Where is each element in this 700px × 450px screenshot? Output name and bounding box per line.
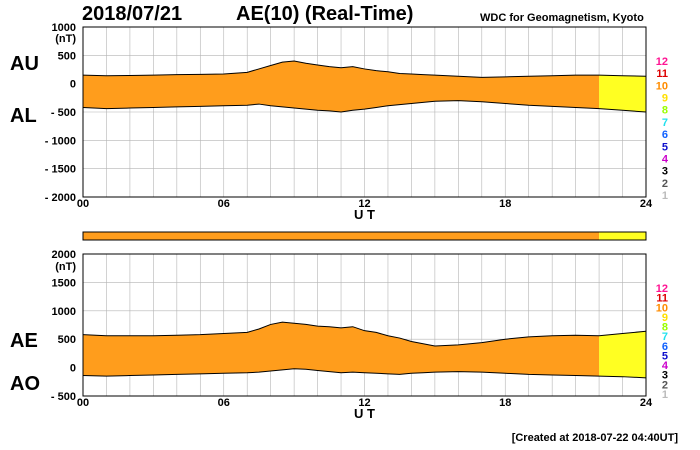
y-tick-label: - 1500: [45, 164, 76, 176]
x-tick-label: 06: [218, 198, 230, 210]
series-line-ae: [82, 321, 647, 347]
created-timestamp: [Created at 2018-07-22 04:40UT]: [511, 432, 678, 444]
date-title: 2018/07/21: [82, 3, 183, 25]
index-label-ao: AO: [10, 373, 40, 395]
scale-legend-item: 4: [662, 153, 669, 165]
x-tick-label: 18: [499, 397, 511, 409]
index-label-al: AL: [10, 105, 37, 127]
band-observed: [83, 322, 600, 377]
scale-legend-item: 11: [656, 68, 668, 80]
scale-legend-item: 8: [662, 322, 668, 334]
y-tick-label: 1000: [52, 22, 76, 34]
color-strip-forecast: [599, 232, 646, 240]
scale-legend-item: 7: [662, 331, 668, 343]
scale-legend-item: 9: [662, 93, 668, 105]
x-tick-label: 12: [358, 397, 370, 409]
x-axis-label: U T: [354, 406, 375, 421]
y-tick-label: - 500: [51, 107, 76, 119]
y-tick-label: 500: [58, 50, 76, 62]
plot-frame: [82, 26, 647, 198]
org-label: WDC for Geomagnetism, Kyoto: [480, 12, 644, 24]
scale-legend-item: 8: [662, 105, 668, 117]
panel-top: 1000 500 0 - 500 - 1000 - 1500 - 2000 (nT) 00 06 1…: [10, 22, 669, 222]
y-tick-label: 0: [70, 79, 76, 91]
scale-legend-item: 2: [662, 379, 668, 391]
series-line-al: [82, 100, 647, 113]
scale-legend-item: 1: [662, 389, 668, 401]
x-tick-label: 12: [358, 198, 370, 210]
x-tick-label: 24: [640, 198, 653, 210]
y-tick-label: - 500: [51, 391, 76, 403]
x-tick-label: 18: [499, 198, 511, 210]
scale-legend-item: 4: [662, 360, 669, 372]
scale-legend-item: 1: [662, 190, 668, 202]
scale-legend-item: 5: [662, 350, 668, 362]
x-axis-label: U T: [354, 207, 375, 222]
scale-legend-item: 12: [656, 56, 668, 68]
band-observed: [83, 61, 600, 112]
scale-legend-item: 2: [662, 178, 668, 190]
x-tick-label: 06: [218, 397, 230, 409]
scale-legend-item: 11: [656, 293, 668, 305]
scale-legend-item: 3: [662, 370, 668, 382]
color-strip-frame: [82, 231, 647, 241]
scale-legend-item: 12: [656, 283, 668, 295]
y-tick-label: 500: [58, 334, 76, 346]
y-tick-label: 1500: [52, 277, 76, 289]
y-axis-unit: (nT): [55, 33, 76, 45]
x-tick-label: 24: [640, 397, 653, 409]
scale-legend-item: 7: [662, 117, 668, 129]
band-forecast: [599, 75, 646, 112]
scale-legend-item: 10: [656, 80, 668, 92]
scale-legend-item: 9: [662, 312, 668, 324]
y-tick-label: 0: [70, 363, 76, 375]
x-tick-label: 00: [77, 198, 89, 210]
y-tick-label: - 2000: [45, 192, 76, 204]
scale-legend-item: 6: [662, 129, 668, 141]
scale-legend-item: 5: [662, 141, 668, 153]
band-forecast: [599, 331, 646, 378]
scale-legend-item: 6: [662, 341, 668, 353]
y-tick-label: 1000: [52, 306, 76, 318]
color-strip-observed: [83, 232, 600, 240]
y-tick-label: 2000: [52, 249, 76, 261]
series-line-ao: [82, 368, 647, 379]
y-axis-unit: (nT): [55, 261, 76, 273]
chart-title: AE(10) (Real-Time): [236, 3, 414, 25]
index-label-au: AU: [10, 53, 39, 75]
index-label-ae: AE: [10, 330, 38, 352]
y-tick-label: - 1000: [45, 135, 76, 147]
x-tick-label: 00: [77, 397, 89, 409]
scale-legend-item: 10: [656, 302, 668, 314]
series-line-au: [82, 60, 647, 78]
scale-legend-item: 3: [662, 166, 668, 178]
plot-frame: [82, 253, 647, 397]
